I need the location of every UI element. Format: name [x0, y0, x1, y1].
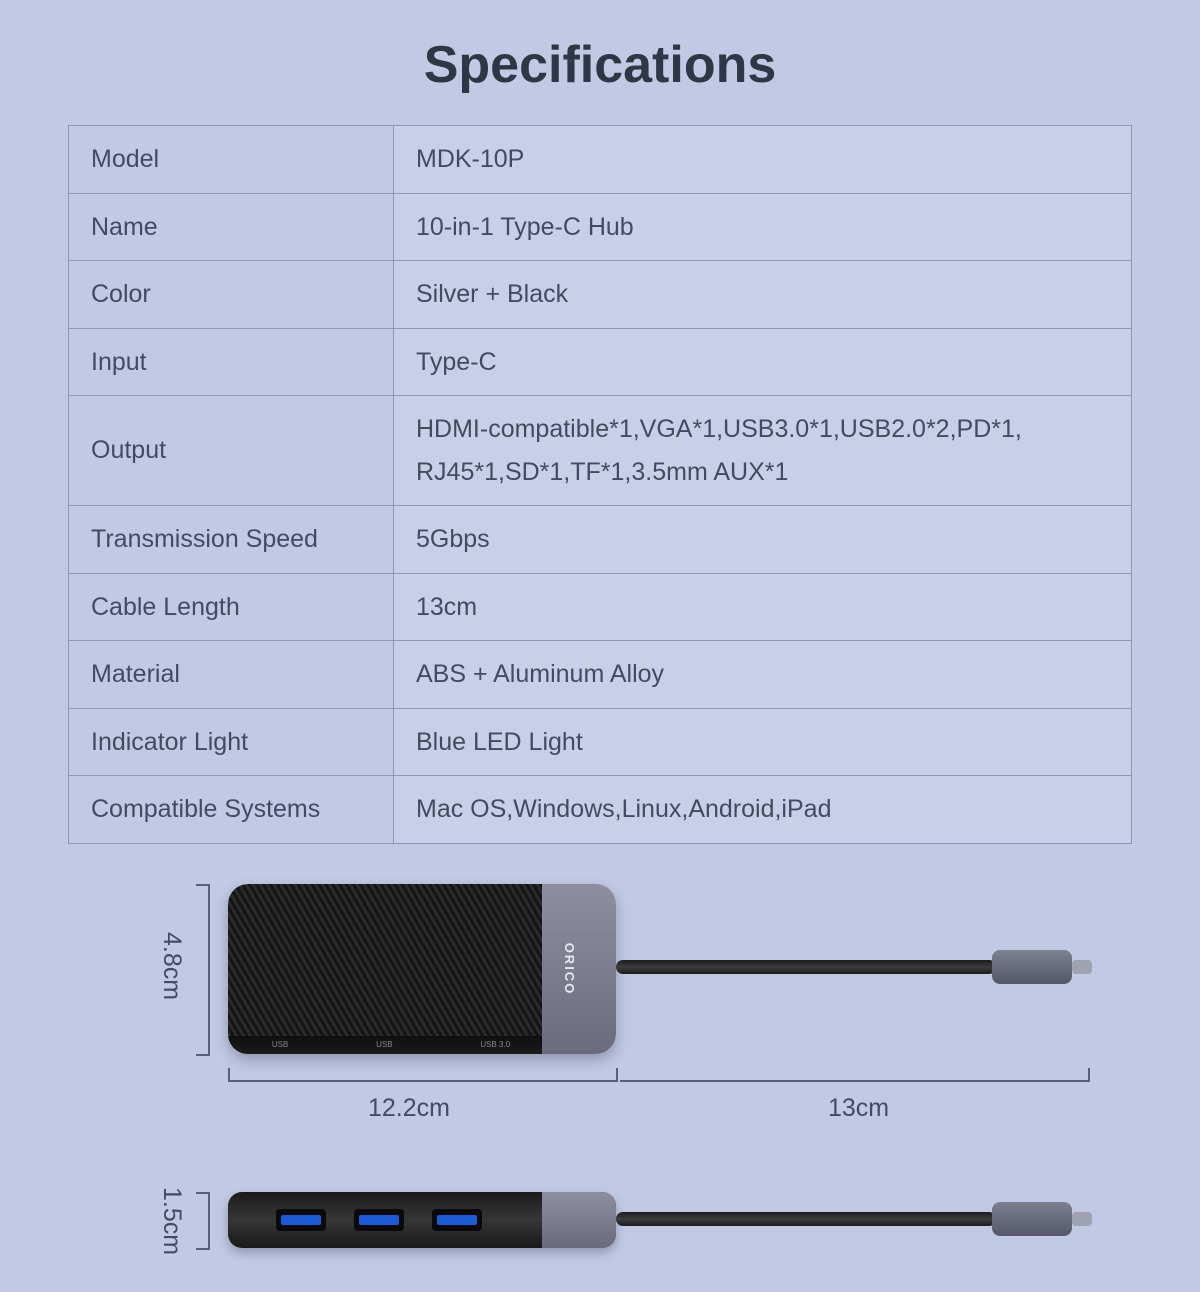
usb-c-plug-icon [992, 1202, 1072, 1236]
table-row: Compatible SystemsMac OS,Windows,Linux,A… [69, 776, 1132, 844]
dim-cable-length: 13cm [828, 1094, 889, 1123]
hub-top-view: USB USB USB 3.0 ORICO [228, 884, 616, 1054]
spec-key: Cable Length [69, 573, 394, 641]
page-title: Specifications [68, 35, 1132, 95]
usb-c-plug-icon [992, 950, 1072, 984]
table-row: ModelMDK-10P [69, 126, 1132, 194]
port-label: USB 3.0 [480, 1040, 510, 1049]
table-row: ColorSilver + Black [69, 261, 1132, 329]
dim-thickness: 1.5cm [157, 1187, 186, 1255]
usb-port-icon [354, 1209, 404, 1231]
spec-key: Name [69, 193, 394, 261]
spec-key: Output [69, 396, 394, 506]
spec-value: Silver + Black [394, 261, 1132, 329]
table-row: OutputHDMI-compatible*1,VGA*1,USB3.0*1,U… [69, 396, 1132, 506]
spec-key: Color [69, 261, 394, 329]
table-row: Transmission Speed5Gbps [69, 506, 1132, 574]
spec-value: 5Gbps [394, 506, 1132, 574]
spec-value: Mac OS,Windows,Linux,Android,iPad [394, 776, 1132, 844]
spec-value: HDMI-compatible*1,VGA*1,USB3.0*1,USB2.0*… [394, 396, 1132, 506]
hub-port-strip: USB USB USB 3.0 [228, 1036, 554, 1054]
brand-logo: ORICO [562, 942, 577, 995]
port-label: USB [376, 1040, 392, 1049]
dim-height: 4.8cm [157, 932, 186, 1000]
usb-port-icon [276, 1209, 326, 1231]
dimension-diagram: 4.8cm USB USB USB 3.0 ORICO 12.2cm 13cm … [68, 872, 1132, 1292]
spec-key: Indicator Light [69, 708, 394, 776]
spec-value: Type-C [394, 328, 1132, 396]
spec-value: Blue LED Light [394, 708, 1132, 776]
spec-key: Model [69, 126, 394, 194]
spec-value: 13cm [394, 573, 1132, 641]
spec-value: ABS + Aluminum Alloy [394, 641, 1132, 709]
hub-cable [616, 1212, 996, 1226]
table-row: Indicator LightBlue LED Light [69, 708, 1132, 776]
spec-key: Compatible Systems [69, 776, 394, 844]
usb-port-icon [432, 1209, 482, 1231]
spec-key: Material [69, 641, 394, 709]
spec-value: 10-in-1 Type-C Hub [394, 193, 1132, 261]
spec-table: ModelMDK-10PName10-in-1 Type-C HubColorS… [68, 125, 1132, 844]
table-row: Name10-in-1 Type-C Hub [69, 193, 1132, 261]
table-row: MaterialABS + Aluminum Alloy [69, 641, 1132, 709]
table-row: Cable Length13cm [69, 573, 1132, 641]
spec-value: MDK-10P [394, 126, 1132, 194]
spec-key: Transmission Speed [69, 506, 394, 574]
table-row: InputType-C [69, 328, 1132, 396]
hub-cable [616, 960, 996, 974]
spec-key: Input [69, 328, 394, 396]
port-label: USB [272, 1040, 288, 1049]
dim-body-length: 12.2cm [368, 1094, 450, 1123]
